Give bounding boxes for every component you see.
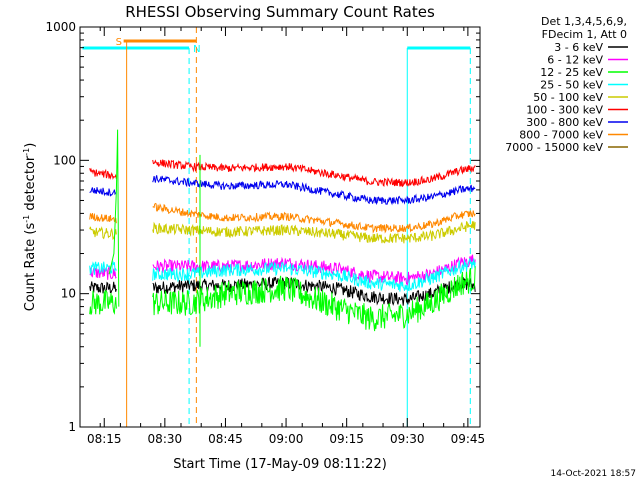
legend-entry: 12 - 25 keV [540,66,603,79]
x-tick-label: 09:15 [329,432,364,446]
chart-title: RHESSI Observing Summary Count Rates [125,3,435,21]
legend-header-2: FDecim 1, Att 0 [542,28,627,41]
footer-timestamp: 14-Oct-2021 18:57 [551,469,636,479]
x-tick-label: 09:30 [390,432,425,446]
series-line [89,260,117,275]
x-tick-label: 08:30 [148,432,183,446]
series-line [152,258,476,292]
x-tick-label: 08:15 [87,432,122,446]
series-line [152,159,476,188]
series-line [89,187,117,197]
x-axis-label: Start Time (17-May-09 08:11:22) [173,457,387,472]
legend-entry: 6 - 12 keV [547,54,603,67]
series-line [89,212,117,224]
legend-entry: 100 - 300 keV [526,104,603,117]
y-tick-label: 1000 [45,20,76,34]
series-line [89,226,117,241]
attenuator-label: S [116,37,122,48]
x-tick-label: 08:45 [208,432,243,446]
x-tick-label: 09:00 [269,432,304,446]
series-line [89,281,117,294]
series-layer [89,129,476,347]
series-line [152,265,476,332]
series-spike [108,129,120,307]
legend-entry: 25 - 50 keV [540,79,603,92]
series-line [152,220,476,244]
legend: Det 1,3,4,5,6,9, FDecim 1, Att 0 3 - 6 k… [505,15,628,154]
series-line [152,175,476,206]
y-axis-label: Count Rate (s-1 detector-1) [22,143,38,312]
legend-entry: 50 - 100 keV [533,91,603,104]
legend-entry: 7000 - 15000 keV [505,141,603,154]
series-line [152,276,476,306]
legend-entry: 800 - 7000 keV [519,129,603,142]
series-line [152,202,476,234]
y-tick-label: 10 [61,287,76,301]
y-tick-label: 100 [53,153,76,167]
y-tick-label: 1 [68,420,76,434]
legend-entry: 300 - 800 keV [526,116,603,129]
series-line [89,167,117,180]
y-axis: 1 10 100 1000 [45,20,480,434]
x-tick-label: 09:45 [451,432,486,446]
x-axis: 08:15 08:30 08:45 09:00 09:15 09:30 09:45 [87,27,485,446]
series-line [89,289,117,315]
legend-header-1: Det 1,3,4,5,6,9, [541,15,627,28]
legend-entry: 3 - 6 keV [554,41,603,54]
plot-frame [79,26,481,428]
